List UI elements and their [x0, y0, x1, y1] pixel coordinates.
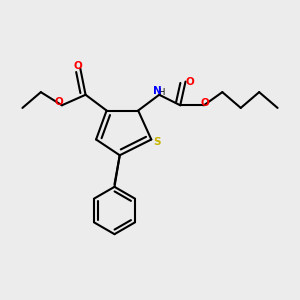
Text: S: S: [153, 137, 160, 147]
Text: O: O: [201, 98, 210, 108]
Text: O: O: [74, 61, 82, 71]
Text: O: O: [55, 97, 64, 107]
Text: N: N: [153, 86, 161, 96]
Text: H: H: [158, 88, 164, 97]
Text: O: O: [185, 76, 194, 87]
